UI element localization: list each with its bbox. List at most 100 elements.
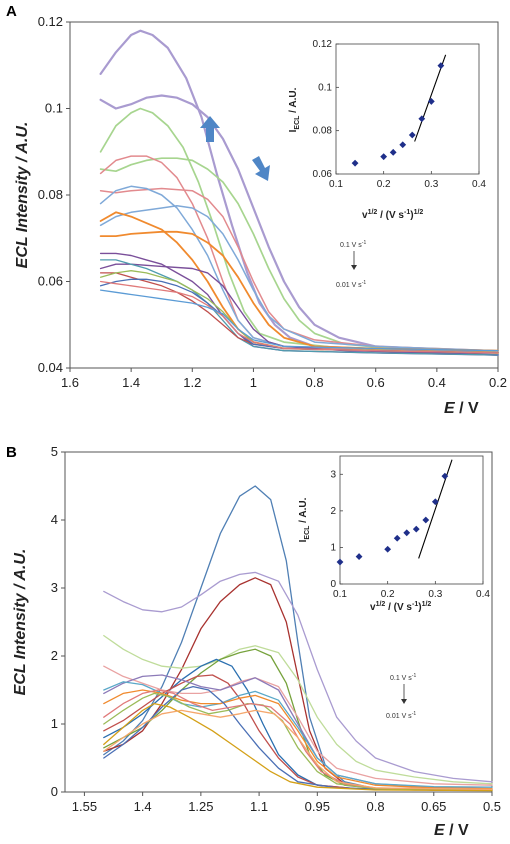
panel-a-x-ticks: 1.6 1.4 1.2 1 0.8 0.6 0.4 0.2 [61,368,507,390]
x-tick-label: 0.5 [483,799,501,814]
inset-x-tick-label: 0.2 [381,589,395,600]
inset-x-tick-label: 0.1 [333,589,347,600]
x-tick-label: 1.4 [134,799,152,814]
series-line [103,571,493,783]
y-tick-label: 5 [51,444,58,459]
panel-a: A 0.04 0.06 0.08 0.1 0.12 1.6 1.4 1.2 1 0.8 0.6 0.… [6,3,507,417]
inset-data-point [412,525,420,533]
series-line [99,252,499,356]
inset-y-tick-label: 0.12 [313,39,333,50]
x-tick-label: 1 [250,375,257,390]
panel-a-down-arrow-icon [252,156,270,181]
panel-b-inset: 0 1 2 3 0.1 0.2 0.3 0.4 IECL / A.U. v1/2 / (V … [298,455,490,613]
series-line [103,692,493,791]
panel-b-label: B [6,444,17,461]
y-tick-label: 0.08 [38,187,63,202]
inset-data-point [393,534,401,542]
x-tick-label: 1.2 [183,375,201,390]
x-tick-label: 0.8 [367,799,385,814]
panel-b-inset-marks [336,459,453,566]
inset-y-tick-label: 0 [330,579,336,590]
inset-x-tick-label: 0.3 [424,179,438,190]
inset-data-point [389,148,397,156]
panel-a-y-ticks: 0.04 0.06 0.08 0.1 0.12 [38,14,70,375]
inset-y-tick-label: 0.08 [313,126,333,137]
panel-a-inset-x-ticks: 0.1 0.2 0.3 0.4 [329,171,486,190]
panel-b-x-ticks: 1.55 1.4 1.25 1.1 0.95 0.8 0.65 0.5 [72,792,501,814]
panel-a-inset-y-title: IECL / A.U. [288,87,301,132]
inset-data-point [427,98,435,105]
series-line [99,107,499,354]
inset-data-point [336,558,344,566]
y-tick-label: 1 [51,716,58,731]
panel-b-inset-x-ticks: 0.1 0.2 0.3 0.4 [333,581,490,600]
inset-data-point [380,153,388,161]
series-line [99,205,499,352]
y-tick-label: 3 [51,580,58,595]
y-tick-label: 0.04 [38,360,63,375]
panel-b-frame [64,451,493,793]
panel-b-inset-y-title: IECL / A.U. [298,497,311,542]
panel-b-scan-low: 0.01 V s-1 [386,711,416,720]
panel-b-y-axis-title: ECL Intensity / A.U. [12,549,29,696]
series-line [99,157,499,354]
panel-b-y-ticks: 0 1 2 3 4 5 [51,444,65,799]
panel-b: B 0 1 2 3 4 5 1.55 1.4 1.25 1.1 0.95 0.8 0.65 0.5 EC… [6,444,501,839]
panel-a-series-group [99,29,500,357]
series-line [103,702,493,792]
x-tick-label: 1.55 [72,799,97,814]
series-line [99,211,499,354]
series-line [103,681,493,788]
inset-fit-line [414,54,447,142]
inset-data-point [431,498,439,506]
panel-b-scan-high: 0.1 V s-1 [390,673,416,682]
inset-data-point [437,62,445,70]
inset-x-tick-label: 0.3 [428,589,442,600]
panel-b-inset-frame [339,455,484,585]
y-tick-label: 0.06 [38,274,63,289]
inset-data-point [408,131,416,139]
panel-b-x-axis-title: E / V [434,822,469,839]
series-line [99,155,499,354]
panel-a-y-axis-title: ECL Intensity / A.U. [14,122,31,269]
panel-a-scan-high: 0.1 V s-1 [340,240,366,249]
panel-a-inset-frame [335,43,480,175]
panel-a-scan-arrow-icon [351,265,357,270]
series-line [99,280,499,354]
panel-b-series-group [103,485,493,792]
y-tick-label: 0.1 [45,101,63,116]
series-line [99,289,499,352]
inset-data-point [384,545,392,553]
panel-a-scan-low: 0.01 V s-1 [336,280,366,289]
panel-a-x-axis-title: E / V [444,400,479,417]
x-tick-label: 1.1 [250,799,268,814]
inset-data-point [399,141,407,149]
series-line [103,648,493,791]
series-line [103,709,493,790]
series-line [99,259,499,356]
inset-x-tick-label: 0.1 [329,179,343,190]
inset-data-point [441,472,449,480]
panel-a-inset-y-ticks: 0.06 0.08 0.1 0.12 [313,39,339,180]
inset-data-point [418,115,426,123]
x-tick-label: 1.25 [188,799,213,814]
inset-data-point [422,516,430,524]
panel-a-up-arrow-icon [200,116,220,142]
inset-y-tick-label: 0.06 [313,169,333,180]
inset-x-tick-label: 0.4 [476,589,490,600]
inset-data-point [355,553,363,560]
x-tick-label: 0.6 [367,375,385,390]
inset-y-tick-label: 3 [330,469,336,480]
inset-x-tick-label: 0.4 [472,179,486,190]
series-line [99,185,499,354]
series-line [103,577,493,791]
series-line [103,665,493,786]
y-tick-label: 4 [51,512,58,527]
x-tick-label: 0.65 [421,799,446,814]
panel-b-inset-y-ticks: 0 1 2 3 [330,469,343,590]
panel-a-label: A [6,3,17,20]
inset-y-tick-label: 0.1 [318,82,332,93]
series-line [99,94,500,354]
x-tick-label: 0.8 [306,375,324,390]
